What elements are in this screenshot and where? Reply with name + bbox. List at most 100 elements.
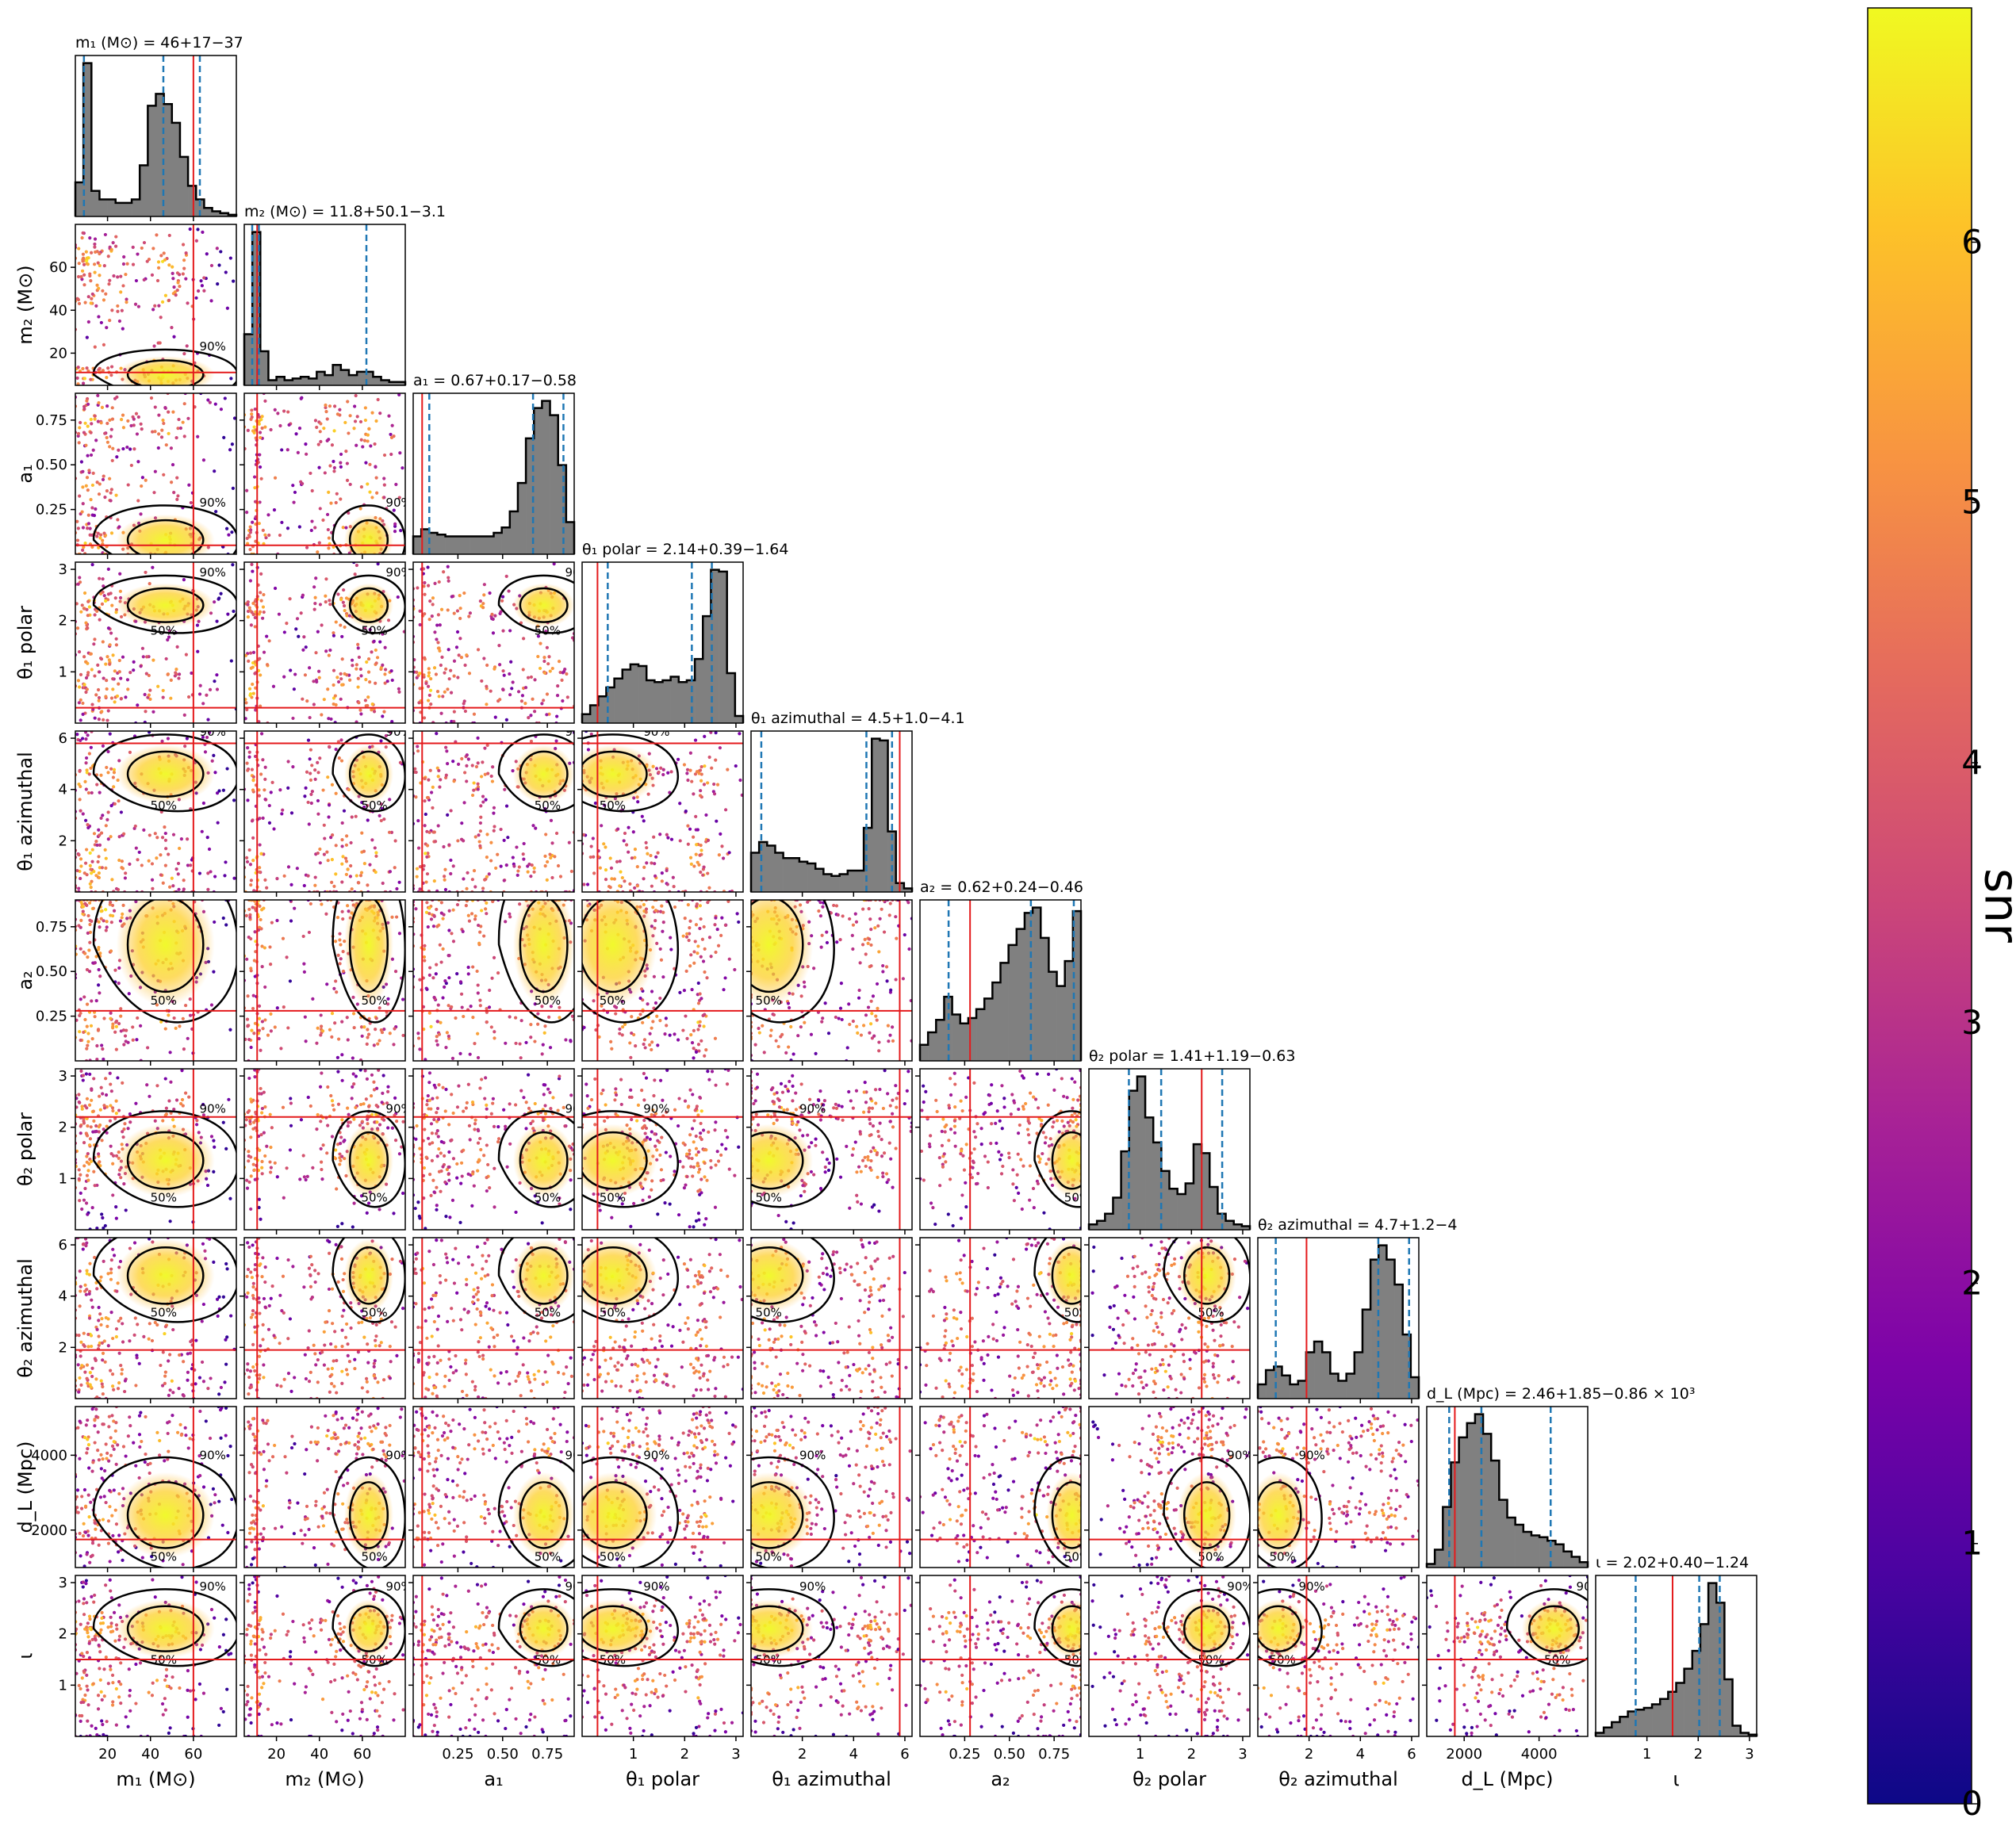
sample-point bbox=[449, 858, 453, 863]
sample-point bbox=[478, 930, 482, 934]
sample-point bbox=[803, 1020, 807, 1024]
sample-point bbox=[332, 429, 336, 433]
sample-point bbox=[394, 482, 398, 487]
hist-bar bbox=[292, 378, 301, 385]
panel-frame bbox=[412, 730, 575, 893]
sample-point bbox=[651, 905, 655, 909]
sample-point bbox=[105, 655, 109, 659]
sample-point bbox=[321, 518, 325, 523]
sample-point bbox=[356, 676, 360, 680]
sample-point bbox=[113, 244, 118, 248]
sample-point bbox=[163, 406, 167, 410]
sample-point bbox=[553, 855, 557, 859]
sample-point bbox=[666, 771, 670, 775]
sample-point bbox=[840, 1017, 844, 1022]
sample-point bbox=[270, 1126, 274, 1130]
sample-point bbox=[105, 817, 109, 821]
hist-bar bbox=[340, 369, 350, 385]
sample-point bbox=[310, 790, 314, 794]
sample-point bbox=[159, 873, 163, 877]
sample-point bbox=[340, 1154, 344, 1158]
contour-label-50: 50% bbox=[151, 624, 177, 638]
sample-point bbox=[174, 293, 178, 297]
sample-point bbox=[610, 877, 614, 881]
sample-point bbox=[366, 1201, 371, 1205]
sample-point bbox=[658, 996, 662, 1001]
sample-point bbox=[87, 948, 91, 952]
sample-point bbox=[79, 1131, 82, 1135]
sample-point bbox=[317, 541, 321, 545]
sample-point bbox=[82, 607, 86, 611]
sample-point bbox=[259, 435, 263, 440]
sample-point bbox=[249, 1174, 253, 1178]
sample-point bbox=[390, 678, 394, 683]
sample-point bbox=[653, 862, 657, 866]
sample-point bbox=[477, 923, 481, 928]
sample-point bbox=[428, 688, 433, 692]
sample-point bbox=[597, 1035, 601, 1039]
sample-point bbox=[343, 420, 347, 425]
sample-point bbox=[104, 1077, 108, 1081]
sample-point bbox=[150, 878, 155, 882]
sample-point bbox=[86, 661, 90, 665]
sample-point bbox=[329, 836, 333, 840]
sample-point bbox=[213, 1145, 217, 1149]
contour-50 bbox=[126, 359, 205, 385]
contour-50 bbox=[126, 750, 205, 798]
sample-point bbox=[444, 667, 448, 671]
sample-point bbox=[714, 950, 718, 955]
sample-point bbox=[311, 1166, 315, 1169]
contour-90 bbox=[582, 733, 680, 813]
sample-point bbox=[206, 871, 210, 875]
sample-point bbox=[84, 676, 89, 680]
sample-point bbox=[147, 673, 151, 678]
sample-point bbox=[253, 615, 257, 620]
sample-point bbox=[339, 697, 343, 701]
sample-point bbox=[302, 1175, 306, 1179]
hist-bar bbox=[276, 377, 286, 385]
sample-point bbox=[565, 672, 569, 676]
sample-point bbox=[489, 859, 493, 863]
sample-point bbox=[310, 764, 314, 768]
sample-point bbox=[77, 924, 81, 928]
sample-point bbox=[216, 821, 220, 825]
sample-point bbox=[332, 459, 335, 464]
sample-point bbox=[119, 290, 123, 294]
sample-point bbox=[338, 1162, 342, 1166]
sample-point bbox=[259, 772, 263, 776]
sample-point bbox=[604, 867, 608, 872]
sample-point bbox=[884, 965, 889, 969]
sample-point bbox=[868, 1031, 872, 1035]
sample-point bbox=[582, 833, 586, 837]
sample-point bbox=[180, 1069, 184, 1073]
sample-point bbox=[289, 1101, 293, 1105]
sample-point bbox=[79, 610, 83, 614]
sample-point bbox=[117, 799, 121, 803]
sample-point bbox=[155, 1084, 159, 1088]
sample-point bbox=[104, 908, 108, 912]
sample-point bbox=[293, 906, 297, 910]
sample-point bbox=[328, 464, 332, 468]
sample-point bbox=[77, 649, 82, 654]
sample-point bbox=[263, 878, 267, 882]
sample-point bbox=[81, 712, 85, 716]
sample-point bbox=[483, 772, 487, 776]
contour-50 bbox=[582, 750, 648, 798]
sample-point bbox=[82, 546, 86, 549]
sample-point bbox=[302, 635, 306, 639]
sample-point bbox=[529, 714, 533, 718]
sample-point bbox=[491, 631, 496, 635]
sample-point bbox=[825, 930, 829, 934]
sample-point bbox=[113, 802, 117, 806]
sample-point bbox=[857, 996, 861, 1000]
sample-point bbox=[316, 630, 320, 634]
sample-point bbox=[98, 974, 102, 978]
sample-point bbox=[80, 235, 84, 240]
sample-point bbox=[322, 823, 326, 827]
sample-point bbox=[382, 483, 386, 487]
sample-point bbox=[358, 667, 362, 672]
sample-point bbox=[320, 1071, 324, 1075]
sample-point bbox=[669, 947, 673, 951]
sample-point bbox=[346, 904, 350, 908]
